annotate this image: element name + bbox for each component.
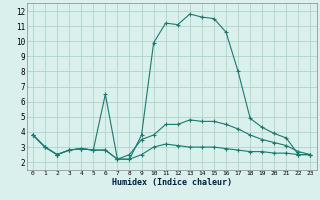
- X-axis label: Humidex (Indice chaleur): Humidex (Indice chaleur): [112, 178, 232, 187]
